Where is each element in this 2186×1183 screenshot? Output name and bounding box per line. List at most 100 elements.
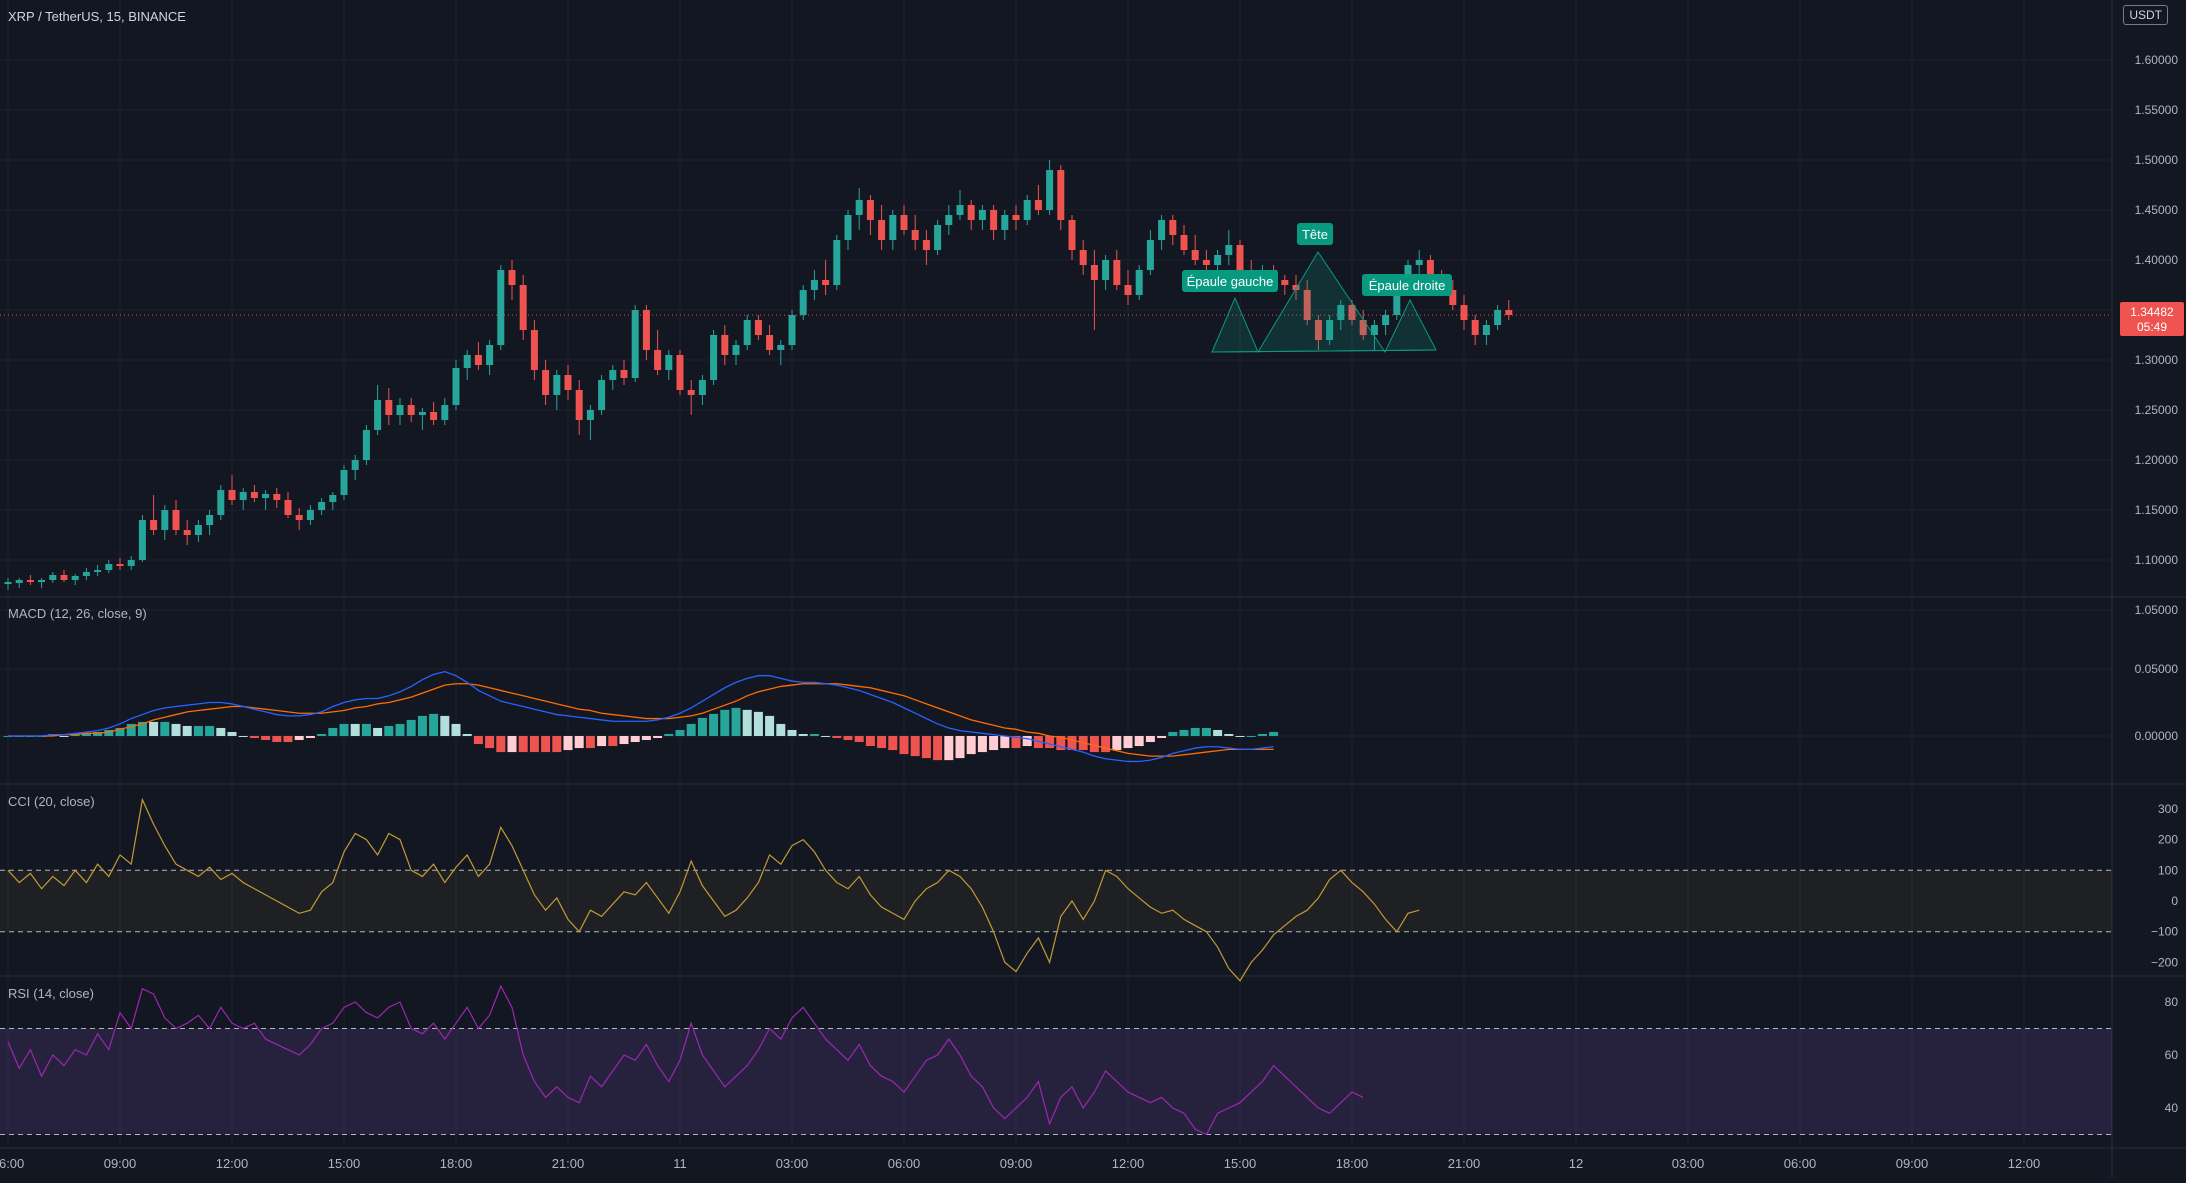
current-price-tag: 1.34482 05:49 [2120,302,2184,336]
cci-tick-label: −200 [2151,955,2178,969]
macd-histogram-bar [59,736,69,737]
candle-body [1023,200,1031,220]
macd-histogram-bar [574,736,584,749]
candle-body [1314,320,1322,340]
time-tick-label: 06:00 [1784,1156,1817,1171]
macd-histogram-bar [966,736,976,755]
macd-indicator [3,671,1279,763]
time-tick-label: 18:00 [440,1156,473,1171]
macd-histogram-bar [171,723,181,736]
currency-badge[interactable]: USDT [2123,5,2168,25]
macd-histogram-bar [485,736,495,749]
candle-body [990,210,998,230]
macd-histogram-bar [933,736,943,761]
candle-body [889,215,897,240]
macd-histogram-bar [440,715,450,736]
macd-histogram-bar [798,733,808,736]
macd-line [8,671,1274,763]
candle-body [866,200,874,220]
macd-histogram-bar [989,736,999,751]
macd-histogram-bar [238,736,248,737]
candle-body [1102,260,1110,280]
candle-body [586,410,594,420]
macd-histogram-bar [608,736,618,747]
cci-tick-label: 0 [2171,894,2178,908]
macd-histogram-bar [160,721,170,736]
annotation-right-shoulder[interactable]: Épaule droite [1362,274,1452,296]
candle-body [385,400,393,415]
macd-histogram-bar [373,727,383,736]
time-tick-label: 06:00 [888,1156,921,1171]
time-tick-label: 09:00 [1000,1156,1033,1171]
price-candles [0,160,2112,590]
candle-body [1180,235,1188,250]
candle-body [553,375,561,395]
candle-body [575,390,583,420]
candle-body [676,355,684,390]
cci-band [0,870,2112,932]
candle-body [60,575,68,580]
cci-line [7,797,1420,982]
candle-body [94,570,102,572]
candle-body [788,315,796,345]
macd-tick-label: 0.05000 [2135,662,2179,676]
candle-body [620,370,628,378]
macd-histogram-bar [496,736,506,753]
candle-body [474,355,482,365]
macd-histogram-bar [1112,736,1122,751]
candle-body [1158,220,1166,240]
candle-body [1471,320,1479,335]
macd-histogram-bar [1168,731,1178,736]
price-tick-label: 1.30000 [2135,353,2179,367]
macd-histogram-bar [294,736,304,741]
candle-body [911,230,919,240]
candle-body [1169,220,1177,235]
candle-body [239,492,247,500]
candle-body [519,285,527,330]
candle-body [1225,245,1233,255]
annotation-head[interactable]: Tête [1297,223,1333,245]
price-countdown: 05:49 [2137,320,2167,334]
macd-histogram-bar [216,727,226,736]
candle-body [978,210,986,220]
candle-body [1214,255,1222,265]
price-tick-label: 1.05000 [2135,603,2179,617]
candle-body [1326,320,1334,340]
annotation-left-shoulder[interactable]: Épaule gauche [1182,270,1278,292]
macd-histogram-bar [1011,736,1021,749]
candle-body [945,215,953,225]
time-tick-label: 12 [1569,1156,1583,1171]
candle-body [183,530,191,535]
cci-tick-label: −100 [2151,925,2178,939]
macd-histogram-bar [697,717,707,736]
macd-histogram-bar [81,733,91,736]
candle-body [1370,325,1378,335]
macd-histogram-bar [1179,729,1189,736]
candle-body [430,412,438,420]
candle-body [508,270,516,285]
candle-body [82,572,90,576]
macd-histogram-bar [1134,736,1144,747]
candle-body [273,494,281,500]
macd-histogram-bar [137,721,147,736]
rsi-band [0,1028,2112,1135]
macd-histogram-bar [832,736,842,739]
macd-histogram-bar [944,736,954,761]
candle-body [810,280,818,290]
candle-body [766,335,774,350]
candle-body [934,225,942,250]
macd-histogram-bar [821,736,831,737]
candle-body [1359,320,1367,335]
candle-body [1281,280,1289,285]
annotation-right-shoulder-text: Épaule droite [1369,278,1446,293]
candle-body [665,355,673,370]
time-tick-label: 06:00 [0,1156,24,1171]
candle-body [799,290,807,315]
candle-body [1135,270,1143,295]
macd-histogram-bar [641,736,651,741]
rsi-tick-label: 60 [2165,1048,2179,1062]
macd-histogram-bar [317,733,327,736]
macd-histogram-bar [877,736,887,749]
